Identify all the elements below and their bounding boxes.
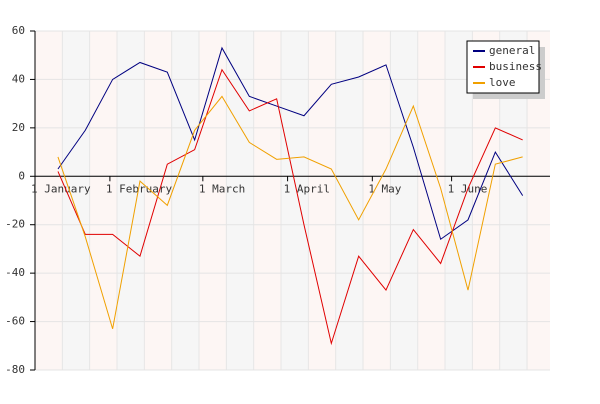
series-line bbox=[57, 46, 524, 241]
stripe bbox=[417, 31, 446, 370]
stripe bbox=[35, 31, 63, 370]
x-tick-label: 1 March bbox=[199, 182, 245, 195]
series-line bbox=[57, 68, 523, 346]
y-tick-label: 60 bbox=[12, 24, 25, 37]
stripe bbox=[171, 31, 200, 370]
y-tick-label: -80 bbox=[5, 363, 25, 376]
stripe bbox=[363, 31, 391, 370]
y-tick-label: 20 bbox=[12, 121, 25, 134]
stripe bbox=[89, 31, 118, 370]
stripe bbox=[527, 31, 550, 370]
legend-label: love bbox=[489, 76, 516, 89]
stripe bbox=[144, 31, 172, 370]
stripe bbox=[226, 31, 254, 370]
legend-label: business bbox=[489, 60, 542, 73]
legend-label: general bbox=[489, 44, 535, 57]
y-tick-label: 40 bbox=[12, 72, 25, 85]
y-tick-label: -20 bbox=[5, 218, 25, 231]
y-tick-label: -40 bbox=[5, 266, 25, 279]
series-line bbox=[57, 95, 523, 329]
x-tick-label: 1 April bbox=[284, 182, 330, 195]
stripe bbox=[281, 31, 309, 370]
stripe bbox=[308, 31, 336, 370]
y-tick-label: 0 bbox=[18, 169, 25, 182]
stripe bbox=[390, 31, 418, 370]
stripe bbox=[253, 31, 282, 370]
stripe bbox=[62, 31, 90, 370]
x-tick-label: 1 February bbox=[106, 182, 173, 195]
stripe bbox=[199, 31, 227, 370]
stripe bbox=[117, 31, 145, 370]
y-tick-label: -60 bbox=[5, 315, 25, 328]
x-tick-label: 1 January bbox=[31, 182, 91, 195]
